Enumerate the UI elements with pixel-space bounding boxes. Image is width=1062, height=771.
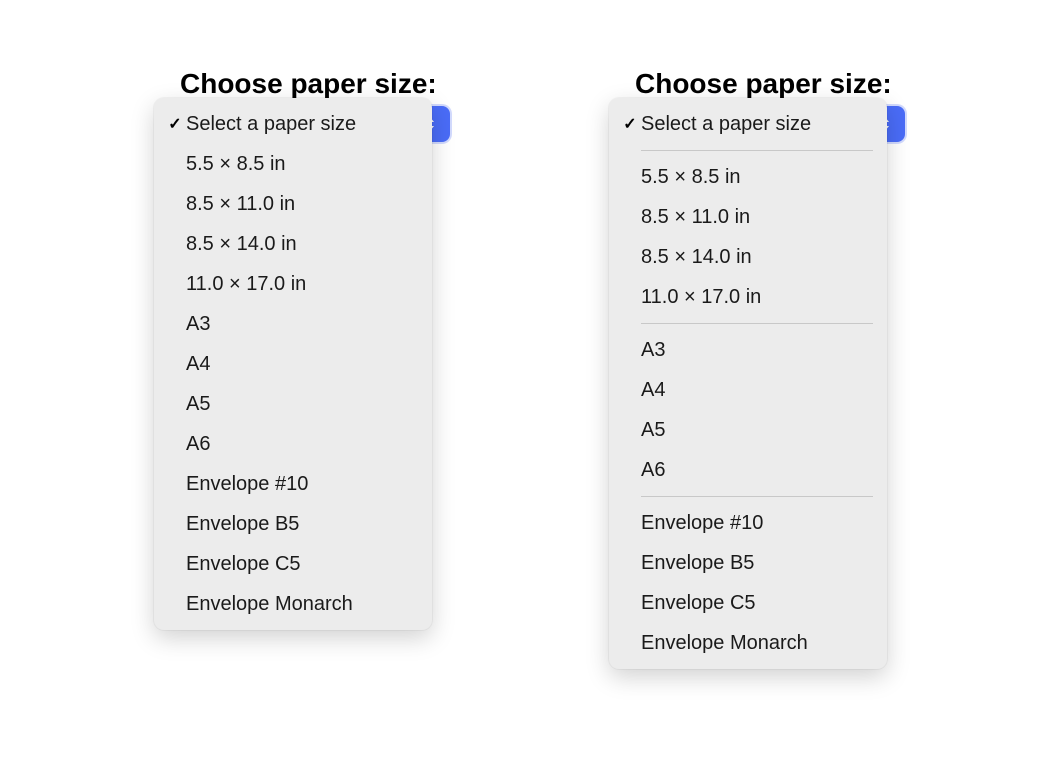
dropdown-option[interactable]: Envelope #10 bbox=[154, 464, 432, 504]
dropdown-separator bbox=[641, 323, 873, 324]
option-label: 8.5 × 14.0 in bbox=[186, 233, 418, 256]
dropdown-option[interactable]: A3 bbox=[154, 304, 432, 344]
dropdown-option[interactable]: A3 bbox=[609, 330, 887, 370]
dropdown-option[interactable]: Envelope C5 bbox=[609, 583, 887, 623]
dropdown-option[interactable]: A4 bbox=[609, 370, 887, 410]
dropdown-option[interactable]: Envelope B5 bbox=[609, 543, 887, 583]
dropdown-option[interactable]: A5 bbox=[154, 384, 432, 424]
option-label: Envelope B5 bbox=[186, 513, 418, 536]
option-label: 8.5 × 14.0 in bbox=[641, 246, 873, 269]
option-label: Envelope #10 bbox=[186, 473, 418, 496]
paper-size-dropdown[interactable]: ✓Select a paper size 5.5 × 8.5 in 8.5 × 11… bbox=[154, 98, 432, 630]
dropdown-separator bbox=[641, 150, 873, 151]
dropdown-option[interactable]: 5.5 × 8.5 in bbox=[154, 144, 432, 184]
dropdown-option[interactable]: ✓Select a paper size bbox=[154, 104, 432, 144]
option-label: Envelope Monarch bbox=[641, 632, 873, 655]
option-label: Envelope #10 bbox=[641, 512, 873, 535]
dropdown-option[interactable]: A6 bbox=[609, 450, 887, 490]
option-label: 8.5 × 11.0 in bbox=[641, 206, 873, 229]
option-label: Select a paper size bbox=[186, 113, 418, 136]
option-label: A6 bbox=[641, 459, 873, 482]
dropdown-option[interactable]: 8.5 × 11.0 in bbox=[609, 197, 887, 237]
dropdown-option[interactable]: Envelope B5 bbox=[154, 504, 432, 544]
dropdown-separator bbox=[641, 496, 873, 497]
option-label: 11.0 × 17.0 in bbox=[641, 286, 873, 309]
option-label: Envelope C5 bbox=[641, 592, 873, 615]
paper-size-dropdown[interactable]: ✓Select a paper size 5.5 × 8.5 in 8.5 × 11… bbox=[609, 98, 887, 669]
checkmark-icon: ✓ bbox=[619, 114, 641, 134]
dropdown-option[interactable]: Envelope #10 bbox=[609, 503, 887, 543]
option-label: 11.0 × 17.0 in bbox=[186, 273, 418, 296]
option-label: Envelope B5 bbox=[641, 552, 873, 575]
dropdown-option[interactable]: 8.5 × 14.0 in bbox=[609, 237, 887, 277]
dropdown-option[interactable]: 11.0 × 17.0 in bbox=[154, 264, 432, 304]
option-label: Envelope C5 bbox=[186, 553, 418, 576]
option-label: A4 bbox=[186, 353, 418, 376]
heading: Choose paper size: bbox=[120, 68, 560, 102]
dropdown-option[interactable]: 8.5 × 11.0 in bbox=[154, 184, 432, 224]
heading: Choose paper size: bbox=[575, 68, 1015, 102]
option-label: A6 bbox=[186, 433, 418, 456]
dropdown-option[interactable]: Envelope C5 bbox=[154, 544, 432, 584]
checkmark-icon: ✓ bbox=[164, 114, 186, 134]
option-label: A5 bbox=[186, 393, 418, 416]
option-label: A3 bbox=[186, 313, 418, 336]
dropdown-option[interactable]: A6 bbox=[154, 424, 432, 464]
option-label: 5.5 × 8.5 in bbox=[641, 166, 873, 189]
dropdown-option[interactable]: A4 bbox=[154, 344, 432, 384]
option-label: A4 bbox=[641, 379, 873, 402]
example-grouped: Choose paper size: ✓Select a paper size5… bbox=[575, 68, 1015, 102]
option-label: A5 bbox=[641, 419, 873, 442]
dropdown-option[interactable]: 5.5 × 8.5 in bbox=[609, 157, 887, 197]
option-label: 8.5 × 11.0 in bbox=[186, 193, 418, 216]
dropdown-option[interactable]: A5 bbox=[609, 410, 887, 450]
dropdown-option[interactable]: Envelope Monarch bbox=[154, 584, 432, 624]
dropdown-option[interactable]: Envelope Monarch bbox=[609, 623, 887, 663]
dropdown-option[interactable]: ✓Select a paper size bbox=[609, 104, 887, 144]
dropdown-option[interactable]: 11.0 × 17.0 in bbox=[609, 277, 887, 317]
option-label: Envelope Monarch bbox=[186, 593, 418, 616]
dropdown-option[interactable]: 8.5 × 14.0 in bbox=[154, 224, 432, 264]
example-flat: Choose paper size: ✓Select a paper size5… bbox=[120, 68, 560, 102]
option-label: Select a paper size bbox=[641, 113, 873, 136]
option-label: 5.5 × 8.5 in bbox=[186, 153, 418, 176]
option-label: A3 bbox=[641, 339, 873, 362]
